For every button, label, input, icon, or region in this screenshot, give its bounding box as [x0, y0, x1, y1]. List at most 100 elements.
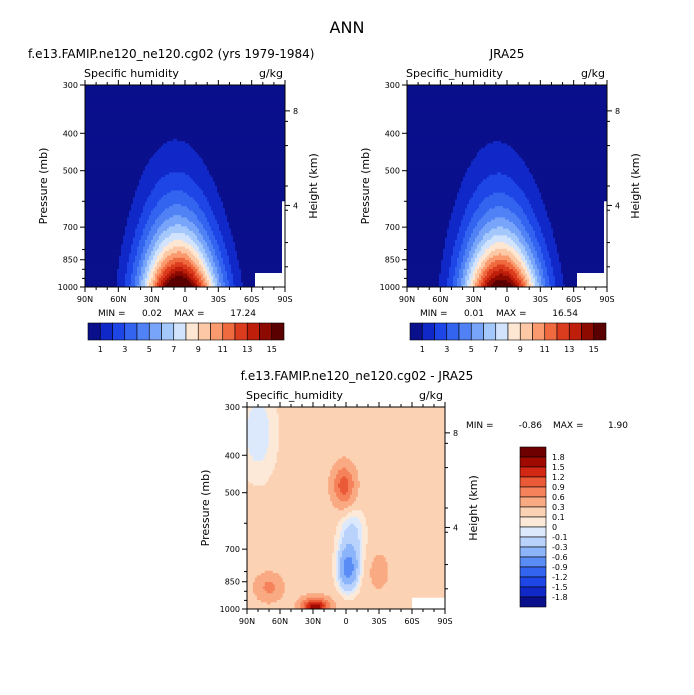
field-cell: [281, 107, 284, 111]
field-cell: [203, 85, 206, 88]
field-cell: [225, 114, 228, 117]
field-cell: [123, 129, 126, 133]
field-cell: [241, 120, 244, 124]
field-cell: [133, 143, 136, 146]
field-cell: [211, 102, 214, 106]
field-cell: [221, 138, 224, 142]
field-cell: [151, 93, 154, 97]
field-cell: [263, 105, 266, 108]
field-cell: [85, 93, 88, 97]
field-cell: [283, 109, 286, 113]
field-cell: [227, 125, 230, 129]
field-cell: [265, 109, 268, 113]
field-cell: [221, 143, 224, 146]
field-cell: [111, 85, 114, 88]
field-cell: [91, 134, 94, 138]
field-cell: [177, 118, 180, 122]
field-cell: [213, 129, 216, 133]
field-cell: [129, 150, 132, 153]
field-cell: [127, 102, 130, 106]
field-cell: [139, 129, 142, 133]
field-cell: [121, 127, 124, 131]
field-cell: [271, 123, 274, 126]
field-cell: [247, 143, 250, 146]
field-cell: [135, 120, 138, 124]
field-cell: [247, 125, 250, 129]
field-cell: [137, 100, 140, 104]
field-cell: [197, 114, 200, 117]
field-cell: [249, 111, 252, 115]
field-cell: [253, 136, 256, 140]
field-cell: [207, 102, 210, 106]
field-cell: [213, 111, 216, 115]
field-cell: [255, 118, 258, 122]
field-cell: [189, 100, 192, 104]
field-cell: [155, 134, 158, 138]
field-cell: [95, 107, 98, 111]
field-cell: [223, 87, 226, 90]
field-cell: [121, 150, 124, 153]
field-cell: [191, 91, 194, 95]
field-cell: [223, 100, 226, 104]
field-cell: [115, 150, 118, 153]
field-cell: [279, 120, 282, 124]
field-cell: [271, 147, 274, 151]
field-cell: [123, 114, 126, 117]
field-cell: [135, 85, 138, 88]
field-cell: [239, 107, 242, 111]
field-cell: [253, 138, 256, 142]
field-cell: [227, 150, 230, 153]
field-cell: [179, 143, 182, 146]
field-cell: [193, 87, 196, 90]
field-cell: [263, 123, 266, 126]
field-cell: [97, 100, 100, 104]
field-cell: [117, 134, 120, 138]
field-cell: [223, 132, 226, 135]
field-cell: [199, 147, 202, 151]
field-cell: [261, 96, 264, 99]
field-cell: [91, 129, 94, 133]
field-cell: [267, 127, 270, 131]
field-cell: [263, 111, 266, 115]
field-cell: [209, 116, 212, 120]
field-cell: [267, 129, 270, 133]
field-cell: [159, 125, 162, 129]
field-cell: [135, 89, 138, 93]
field-cell: [119, 89, 122, 93]
field-cell: [137, 105, 140, 108]
field-cell: [145, 116, 148, 120]
field-cell: [215, 105, 218, 108]
field-cell: [257, 111, 260, 115]
field-cell: [119, 105, 122, 108]
field-cell: [153, 120, 156, 124]
field-cell: [273, 109, 276, 113]
field-cell: [245, 100, 248, 104]
field-cell: [133, 129, 136, 133]
field-cell: [249, 91, 252, 95]
field-cell: [173, 109, 176, 113]
field-cell: [181, 136, 184, 140]
field-cell: [237, 145, 240, 149]
field-cell: [229, 136, 232, 140]
field-cell: [85, 114, 88, 117]
field-cell: [237, 129, 240, 133]
field-cell: [123, 111, 126, 115]
field-cell: [123, 91, 126, 95]
field-cell: [233, 93, 236, 97]
field-cell: [139, 109, 142, 113]
field-cell: [125, 145, 128, 149]
field-cell: [89, 118, 92, 122]
field-cell: [263, 147, 266, 151]
field-cell: [123, 138, 126, 142]
field-cell: [97, 98, 100, 102]
field-cell: [267, 132, 270, 135]
field-cell: [251, 102, 254, 106]
field-cell: [265, 93, 268, 97]
field-cell: [111, 109, 114, 113]
field-cell: [161, 102, 164, 106]
field-cell: [209, 114, 212, 117]
field-cell: [97, 143, 100, 146]
field-cell: [241, 132, 244, 135]
field-cell: [109, 87, 112, 90]
field-cell: [101, 147, 104, 151]
